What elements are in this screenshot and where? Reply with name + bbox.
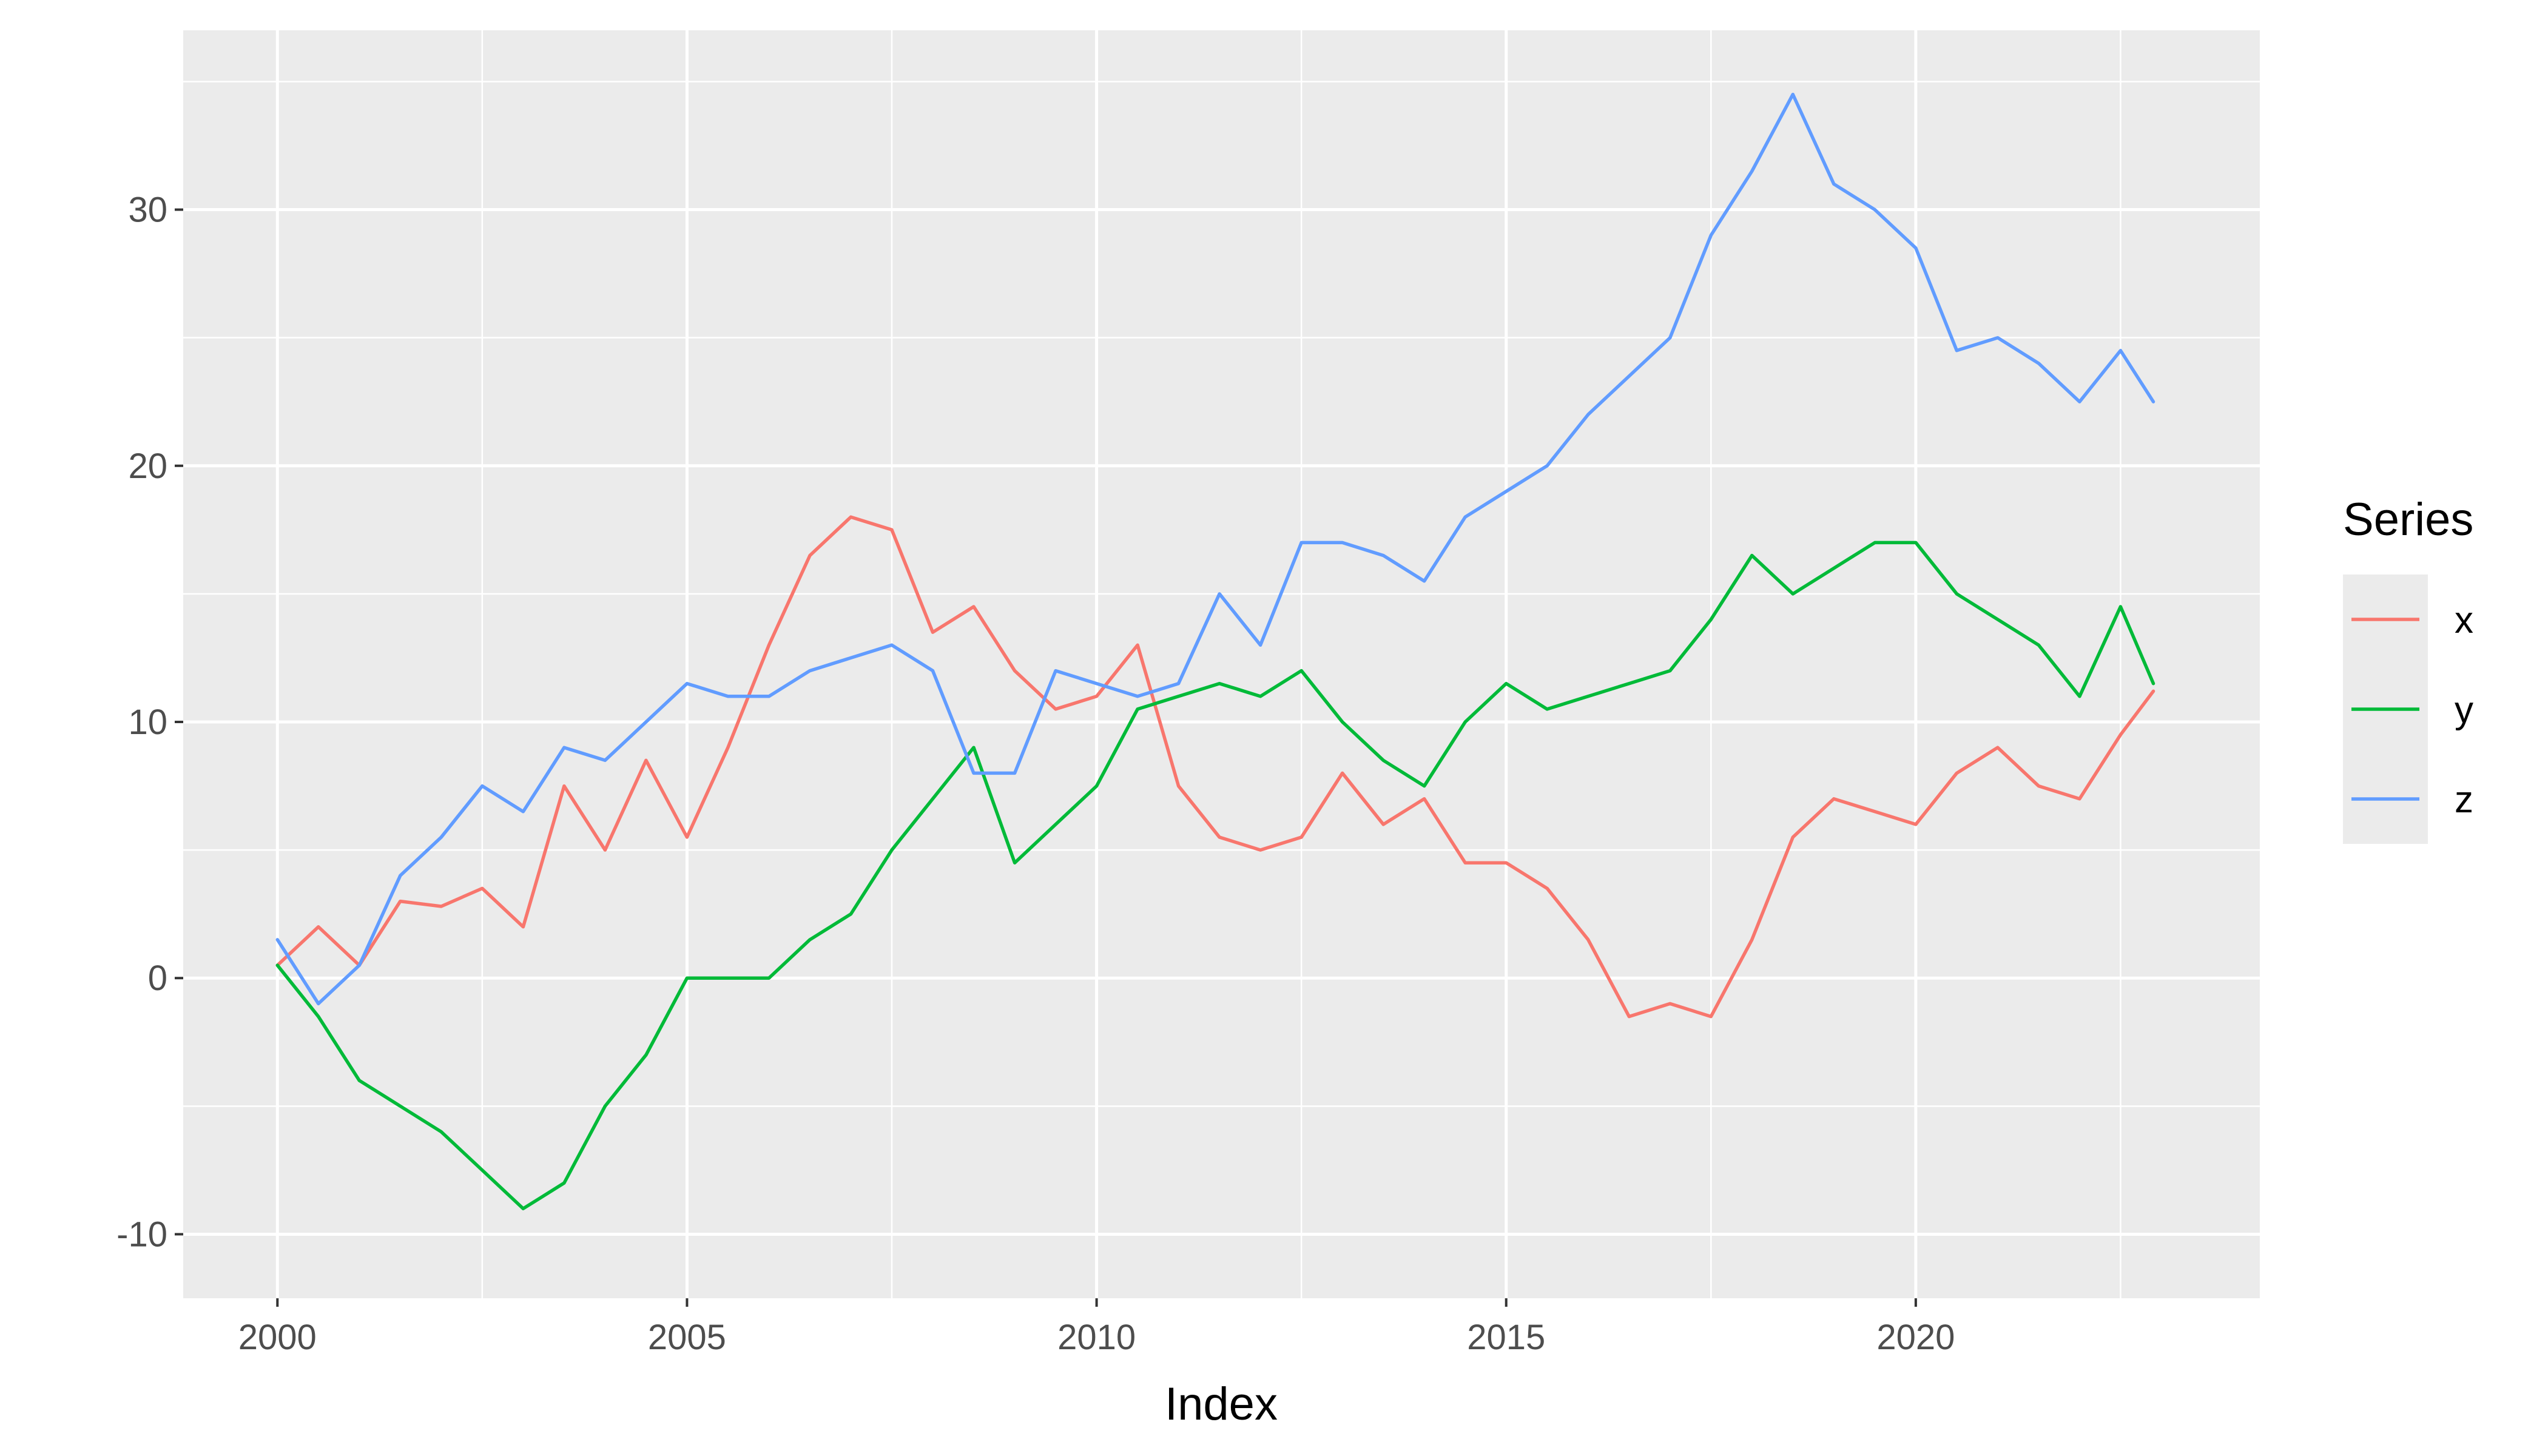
legend-label-y: y — [2455, 689, 2473, 731]
legend-label-z: z — [2455, 779, 2473, 821]
series-lines — [275, 92, 2155, 1210]
legend: Series x y z — [2343, 494, 2473, 844]
x-tick-label: 2010 — [1057, 1318, 1136, 1357]
plot-panel — [183, 30, 2260, 1298]
y-tick-label: 10 — [128, 703, 167, 742]
y-tick-label: 20 — [128, 447, 167, 486]
legend-title: Series — [2343, 494, 2473, 545]
series-line-x — [275, 515, 2155, 1019]
x-axis-title: Index — [1165, 1378, 1278, 1430]
legend-label-x: x — [2455, 599, 2473, 641]
grid-minor — [183, 30, 2260, 1298]
series-line-y — [275, 541, 2155, 1210]
x-tick-label: 2005 — [648, 1318, 726, 1357]
grid-major — [183, 30, 2260, 1298]
x-tick-label: 2020 — [1876, 1318, 1955, 1357]
x-axis: 2000 2005 2010 2015 2020 — [238, 1298, 1955, 1357]
y-tick-label: -10 — [116, 1215, 167, 1254]
legend-items: x y z — [2343, 575, 2473, 844]
y-tick-label: 30 — [128, 190, 167, 230]
y-axis: -10 0 10 20 30 — [116, 190, 183, 1254]
x-tick-label: 2015 — [1467, 1318, 1545, 1357]
x-tick-label: 2000 — [238, 1318, 317, 1357]
series-line-z — [275, 92, 2155, 1006]
y-tick-label: 0 — [148, 959, 167, 998]
